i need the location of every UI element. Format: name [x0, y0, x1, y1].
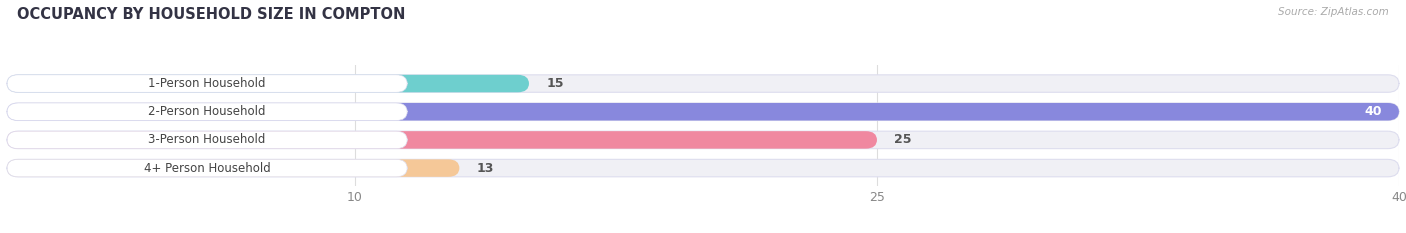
Text: 40: 40	[1364, 105, 1382, 118]
FancyBboxPatch shape	[7, 131, 1399, 149]
FancyBboxPatch shape	[7, 103, 408, 120]
FancyBboxPatch shape	[7, 75, 1399, 92]
Text: 1-Person Household: 1-Person Household	[149, 77, 266, 90]
FancyBboxPatch shape	[7, 75, 529, 92]
Text: 13: 13	[477, 161, 494, 175]
FancyBboxPatch shape	[7, 103, 1399, 120]
Text: 4+ Person Household: 4+ Person Household	[143, 161, 270, 175]
Text: 25: 25	[894, 134, 912, 146]
FancyBboxPatch shape	[7, 75, 408, 92]
Text: 3-Person Household: 3-Person Household	[149, 134, 266, 146]
FancyBboxPatch shape	[7, 159, 408, 177]
FancyBboxPatch shape	[7, 103, 1399, 120]
FancyBboxPatch shape	[7, 131, 877, 149]
Text: OCCUPANCY BY HOUSEHOLD SIZE IN COMPTON: OCCUPANCY BY HOUSEHOLD SIZE IN COMPTON	[17, 7, 405, 22]
Text: 2-Person Household: 2-Person Household	[149, 105, 266, 118]
Text: 15: 15	[547, 77, 564, 90]
FancyBboxPatch shape	[7, 159, 1399, 177]
FancyBboxPatch shape	[7, 131, 408, 149]
Text: Source: ZipAtlas.com: Source: ZipAtlas.com	[1278, 7, 1389, 17]
FancyBboxPatch shape	[7, 159, 460, 177]
